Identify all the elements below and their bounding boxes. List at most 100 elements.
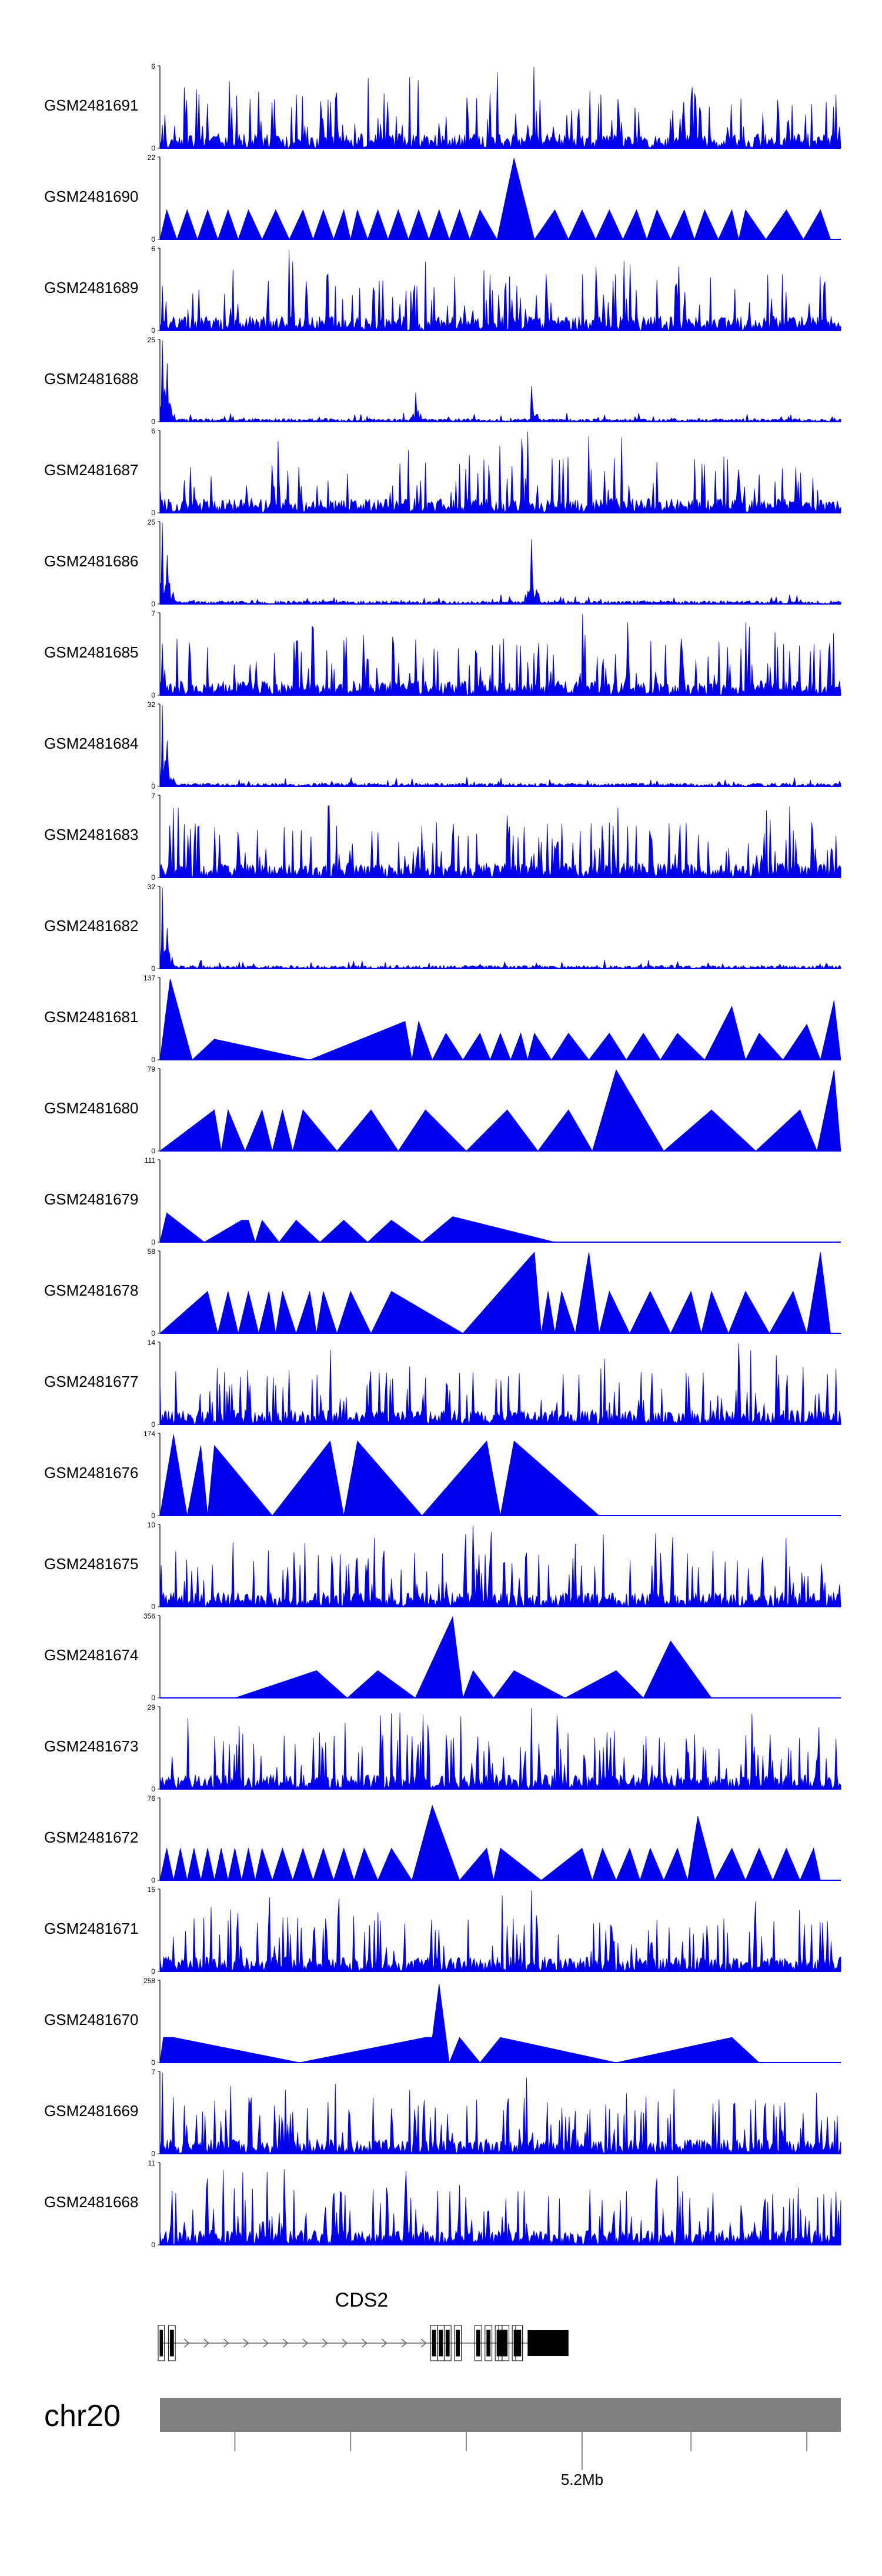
y-max-label: 29 — [148, 1703, 156, 1711]
y-max-label: 14 — [148, 1339, 156, 1347]
y-zero-label: 0 — [151, 1056, 155, 1064]
track-label: GSM2481691 — [44, 96, 138, 114]
y-zero-label: 0 — [151, 1511, 155, 1520]
track-GSM2481668: GSM2481668 11 0 — [44, 2159, 841, 2249]
y-zero-label: 0 — [151, 873, 155, 882]
track-label: GSM2481672 — [44, 1828, 138, 1846]
coverage-area — [159, 1707, 841, 1790]
coverage-area — [159, 1212, 657, 1243]
track-GSM2481675: GSM2481675 10 0 — [44, 1521, 841, 1611]
coverage-area — [159, 1525, 841, 1608]
track-label: GSM2481675 — [44, 1555, 138, 1573]
track-label: GSM2481678 — [44, 1282, 138, 1299]
track-label: GSM2481673 — [44, 1737, 138, 1755]
y-zero-label: 0 — [151, 782, 155, 790]
coverage-area — [159, 249, 841, 331]
y-max-label: 174 — [143, 1430, 155, 1438]
exon — [169, 2330, 174, 2357]
track-GSM2481673: GSM2481673 29 0 — [44, 1703, 841, 1793]
y-max-label: 25 — [148, 336, 156, 344]
y-zero-label: 0 — [151, 1329, 155, 1337]
track-label: GSM2481680 — [44, 1099, 138, 1117]
exon — [476, 2330, 480, 2357]
exon — [445, 2330, 450, 2357]
chromosome-bar — [160, 2398, 841, 2432]
exon — [439, 2330, 443, 2357]
track-label: GSM2481686 — [44, 552, 138, 570]
track-label: GSM2481681 — [44, 1008, 138, 1026]
y-zero-label: 0 — [151, 509, 155, 517]
y-zero-label: 0 — [151, 1876, 155, 1884]
exon-outline — [168, 2325, 176, 2361]
exon-outline — [158, 2325, 165, 2361]
strand-arrow — [381, 2338, 387, 2348]
y-zero-label: 0 — [151, 1967, 155, 1976]
track-GSM2481679: GSM2481679 111 0 — [44, 1156, 841, 1246]
gene-name-label: CDS2 — [335, 2289, 389, 2311]
y-zero-label: 0 — [151, 1603, 155, 1611]
strand-arrow — [223, 2338, 229, 2348]
track-GSM2481690: GSM2481690 22 0 — [44, 154, 841, 243]
strand-arrow — [302, 2338, 308, 2348]
y-max-label: 356 — [143, 1612, 155, 1620]
exon-outline — [443, 2325, 452, 2361]
coverage-area — [159, 522, 841, 605]
track-label: GSM2481683 — [44, 826, 138, 843]
track-GSM2481682: GSM2481682 32 0 — [44, 883, 841, 973]
y-max-label: 32 — [148, 883, 156, 891]
track-label: GSM2481670 — [44, 2011, 138, 2028]
track-GSM2481689: GSM2481689 6 0 — [44, 245, 841, 335]
y-max-label: 25 — [148, 518, 156, 526]
y-zero-label: 0 — [151, 600, 155, 608]
coverage-area — [159, 1343, 841, 1425]
coverage-area — [159, 805, 841, 879]
track-GSM2481686: GSM2481686 25 0 — [44, 518, 841, 608]
exon — [432, 2330, 436, 2357]
y-max-label: 15 — [148, 1886, 156, 1894]
track-label: GSM2481669 — [44, 2102, 138, 2120]
y-max-label: 79 — [148, 1065, 156, 1073]
y-zero-label: 0 — [151, 326, 155, 335]
y-max-label: 6 — [151, 245, 155, 253]
y-max-label: 58 — [148, 1247, 156, 1256]
strand-arrow — [362, 2338, 368, 2348]
exon — [500, 2330, 508, 2357]
strand-arrow — [203, 2338, 210, 2348]
y-zero-label: 0 — [151, 418, 155, 426]
track-GSM2481680: GSM2481680 79 0 — [44, 1065, 841, 1155]
y-zero-label: 0 — [151, 965, 155, 973]
coverage-area — [159, 613, 841, 696]
strand-arrow — [420, 2338, 427, 2348]
y-zero-label: 0 — [151, 1238, 155, 1246]
track-label: GSM2481677 — [44, 1373, 138, 1390]
exon-outline — [512, 2325, 523, 2361]
coverage-area — [159, 1890, 841, 1972]
coverage-area — [159, 1252, 841, 1334]
exon — [513, 2330, 522, 2357]
y-max-label: 7 — [151, 2068, 155, 2076]
track-GSM2481688: GSM2481688 25 0 — [44, 336, 841, 426]
coverage-area — [159, 1069, 841, 1152]
track-GSM2481671: GSM2481671 15 0 — [44, 1886, 841, 1976]
track-label: GSM2481679 — [44, 1190, 138, 1208]
coverage-area — [159, 978, 841, 1061]
track-GSM2481669: GSM2481669 7 0 — [44, 2068, 841, 2158]
strand-arrow — [401, 2338, 407, 2348]
track-label: GSM2481687 — [44, 461, 138, 479]
y-zero-label: 0 — [151, 1785, 155, 1793]
y-zero-label: 0 — [151, 144, 155, 152]
track-label: GSM2481684 — [44, 735, 138, 752]
chromosome-axis: chr20 5.2Mb — [44, 2398, 841, 2488]
track-GSM2481681: GSM2481681 137 0 — [44, 974, 841, 1064]
track-GSM2481685: GSM2481685 7 0 — [44, 609, 841, 699]
exon-outline — [474, 2325, 482, 2361]
strand-arrow — [263, 2338, 269, 2348]
track-GSM2481677: GSM2481677 14 0 — [44, 1339, 841, 1429]
y-zero-label: 0 — [151, 1694, 155, 1702]
coverage-area — [159, 887, 841, 970]
strand-arrow — [183, 2338, 190, 2348]
y-max-label: 111 — [145, 1156, 156, 1164]
exon — [527, 2330, 569, 2356]
y-max-label: 7 — [151, 792, 155, 800]
